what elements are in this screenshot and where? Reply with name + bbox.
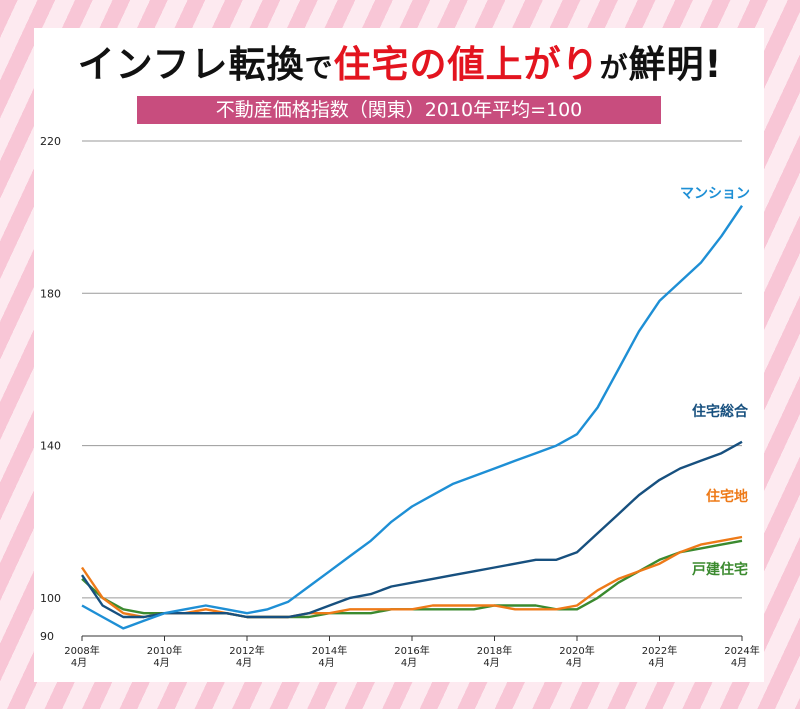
series-label-sogo: 住宅総合 (692, 403, 749, 420)
x-tick-year: 2020年 (559, 644, 594, 657)
headline-part-inflation: インフレ転換 (77, 43, 305, 86)
x-tick-month: 4月 (648, 657, 664, 669)
chart-subtitle: 不動産価格指数（関東）2010年平均=100 (137, 96, 661, 124)
x-tick-year: 2022年 (642, 644, 677, 657)
series-line-sogo (81, 440, 743, 619)
white-panel (34, 28, 764, 682)
x-tick-month: 4月 (401, 657, 417, 669)
series-label-kodate: 戸建住宅 (692, 561, 748, 578)
series-line-tochi (81, 535, 743, 619)
x-tick-month: 4月 (483, 657, 499, 669)
x-tick-year: 2018年 (477, 644, 512, 657)
x-tick-year: 2010年 (147, 644, 182, 657)
x-tick-month: 4月 (731, 657, 747, 669)
x-tick-month: 4月 (566, 657, 582, 669)
y-tick-label: 100 (40, 592, 61, 605)
y-tick-label: 140 (40, 440, 61, 453)
y-tick-label: 220 (40, 135, 61, 148)
headline-part-highlight: 住宅の値上がり (333, 43, 600, 86)
x-tick-month: 4月 (153, 657, 169, 669)
x-tick-year: 2016年 (394, 644, 429, 657)
x-tick-month: 4月 (318, 657, 334, 669)
headline-part-de: で (304, 51, 334, 84)
headline-part-ga: が (599, 51, 629, 84)
x-tick-year: 2024年 (724, 644, 759, 657)
series-label-tochi: 住宅地 (706, 488, 748, 505)
series-labels: 戸建住宅 住宅地 住宅総合 マンション (680, 186, 750, 578)
y-axis-ticks: 90 100 140 180 220 (40, 135, 61, 643)
y-tick-label: 180 (40, 287, 61, 300)
headline-part-clear: 鮮明! (628, 43, 723, 86)
grid (82, 140, 742, 637)
series-lines (81, 205, 743, 630)
x-axis-ticks: 2008年4月2010年4月2012年4月2014年4月2016年4月2018年… (64, 635, 760, 669)
x-tick-month: 4月 (236, 657, 252, 669)
x-tick-year: 2012年 (229, 644, 264, 657)
series-label-mansion: マンション (680, 186, 750, 202)
series-line-kodate (81, 539, 743, 619)
x-tick-year: 2008年 (64, 644, 99, 657)
y-tick-label: 90 (40, 630, 54, 643)
x-tick-year: 2014年 (312, 644, 347, 657)
series-line-mansion (81, 205, 743, 630)
x-tick-month: 4月 (71, 657, 87, 669)
headline: インフレ転換で住宅の値上がりが鮮明! (0, 34, 800, 88)
